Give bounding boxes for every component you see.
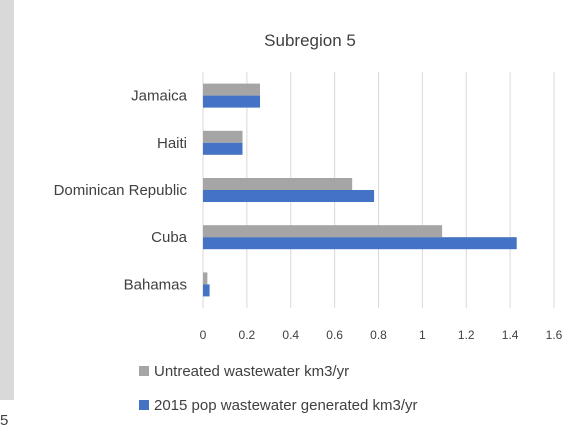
category-label: Bahamas [124,276,187,293]
x-tick-labels: 0 0.2 0.4 0.6 0.8 1 1.2 1.4 1.6 [200,328,563,342]
category-label: Jamaica [131,88,188,105]
x-tick-label: 1.6 [546,328,563,342]
category-label: Haiti [157,135,187,152]
legend-label: Untreated wastewater km3/yr [154,363,349,380]
bar-generated-haiti [203,143,242,155]
bar-untreated-cuba [203,225,442,237]
bar-untreated-haiti [203,131,242,143]
bar-untreated-jamaica [203,84,260,96]
legend-label: 2015 pop wastewater generated km3/yr [154,397,418,414]
x-tick-label: 1.2 [458,328,475,342]
category-labels: Jamaica Haiti Dominican Republic Cuba Baha… [54,88,188,294]
category-label: Cuba [151,229,188,246]
bar-generated-cuba [203,237,517,249]
x-tick-label: 0.4 [282,328,299,342]
x-tick-label: 1.4 [502,328,519,342]
x-tick-label: 0.2 [239,328,256,342]
bars [203,84,517,297]
bar-untreated-bahamas [203,272,207,284]
bar-generated-dominican-republic [203,190,374,202]
x-tick-label: 1 [419,328,426,342]
x-tick-label: 0.6 [326,328,343,342]
chart-title: Subregion 5 [264,31,356,50]
x-tick-label: 0.8 [370,328,387,342]
legend-swatch [139,400,149,410]
bar-generated-jamaica [203,96,260,108]
bar-untreated-dominican-republic [203,178,352,190]
x-tick-label: 0 [200,328,207,342]
legend-swatch [139,366,149,376]
category-label: Dominican Republic [54,182,188,199]
bar-generated-bahamas [203,284,210,296]
legend: Untreated wastewater km3/yr 2015 pop wast… [139,363,418,414]
